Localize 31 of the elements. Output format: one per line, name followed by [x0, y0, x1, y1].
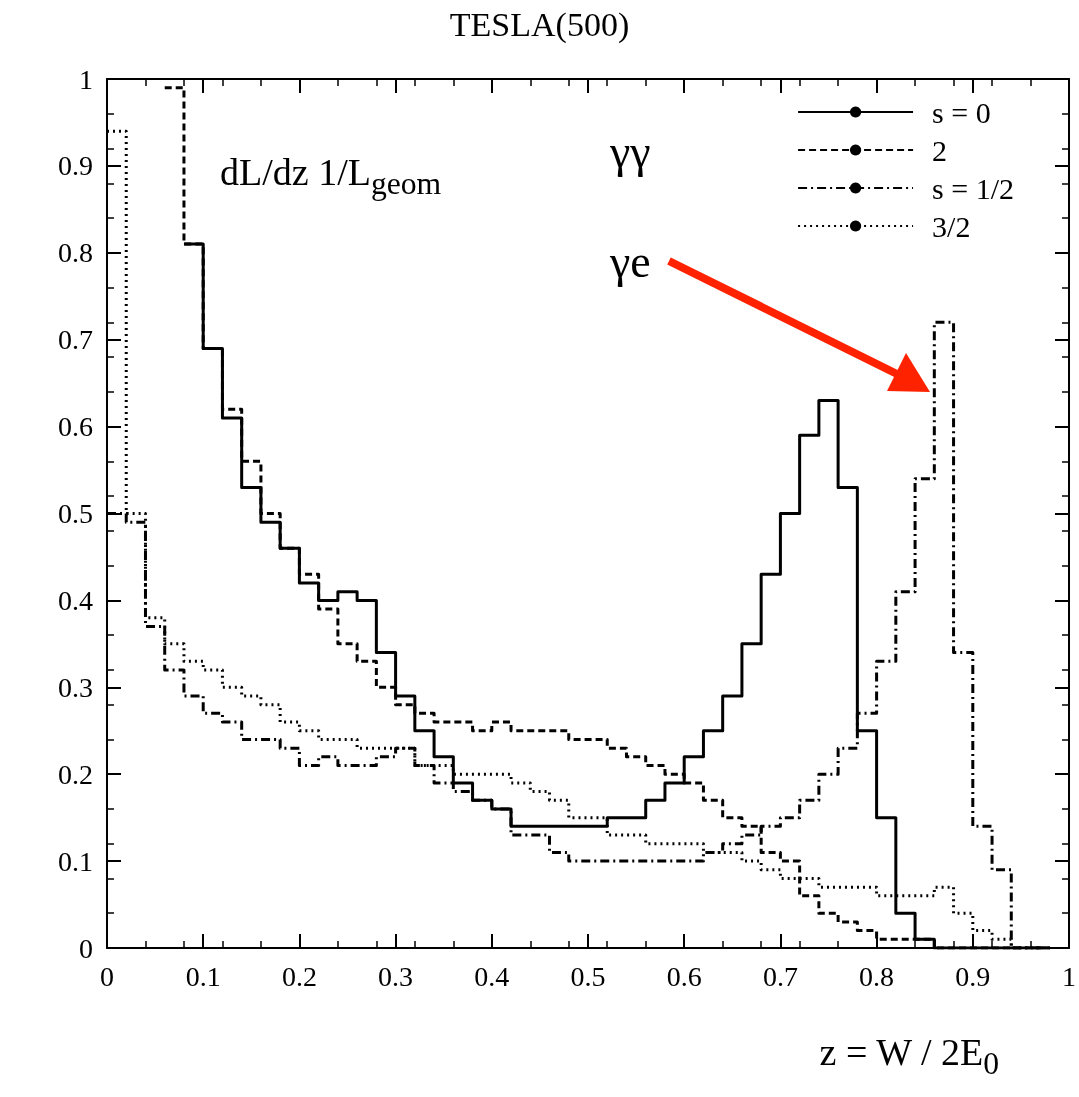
x-tick-label: 0.4 — [474, 960, 510, 992]
y-tick-label: 0.6 — [58, 411, 93, 443]
legend-label: 2 — [932, 133, 948, 167]
y-tick-label: 0.7 — [58, 324, 93, 356]
annotation: γe — [610, 235, 651, 288]
y-tick-label: 0.2 — [58, 758, 93, 790]
x-tick-label: 0.5 — [570, 960, 606, 992]
legend-label: s = 1/2 — [932, 171, 1015, 205]
x-tick-label: 0.3 — [378, 960, 414, 992]
x-tick-label: 0.1 — [185, 960, 221, 992]
x-tick-label: 0 — [100, 960, 114, 992]
y-tick-label: 0.8 — [58, 237, 93, 269]
x-tick-label: 1 — [1062, 960, 1076, 992]
y-axis-title: dL/dz 1/L$_{geom}$ — [220, 150, 442, 202]
y-tick-label: 0.5 — [58, 498, 93, 529]
legend-label: s = 0 — [932, 95, 991, 129]
x-tick-label: 0.2 — [281, 960, 317, 992]
y-tick-label: 0.1 — [58, 845, 93, 877]
x-axis-title: z = W / 2E$_{0}$ — [819, 1030, 999, 1082]
annotation: γγ — [610, 125, 651, 178]
y-tick-label: 0 — [79, 932, 93, 964]
x-tick-label: 0.8 — [859, 960, 895, 992]
y-tick-label: 0.3 — [58, 671, 93, 703]
x-tick-label: 0.6 — [666, 960, 702, 992]
x-tick-label: 0.7 — [762, 960, 798, 992]
chart-title: TESLA(500) — [449, 5, 630, 44]
y-tick-label: 1 — [79, 63, 93, 95]
legend-label: 3/2 — [932, 209, 971, 243]
y-tick-label: 0.4 — [58, 584, 93, 616]
y-tick-label: 0.9 — [58, 150, 93, 182]
x-tick-label: 0.9 — [955, 960, 991, 992]
